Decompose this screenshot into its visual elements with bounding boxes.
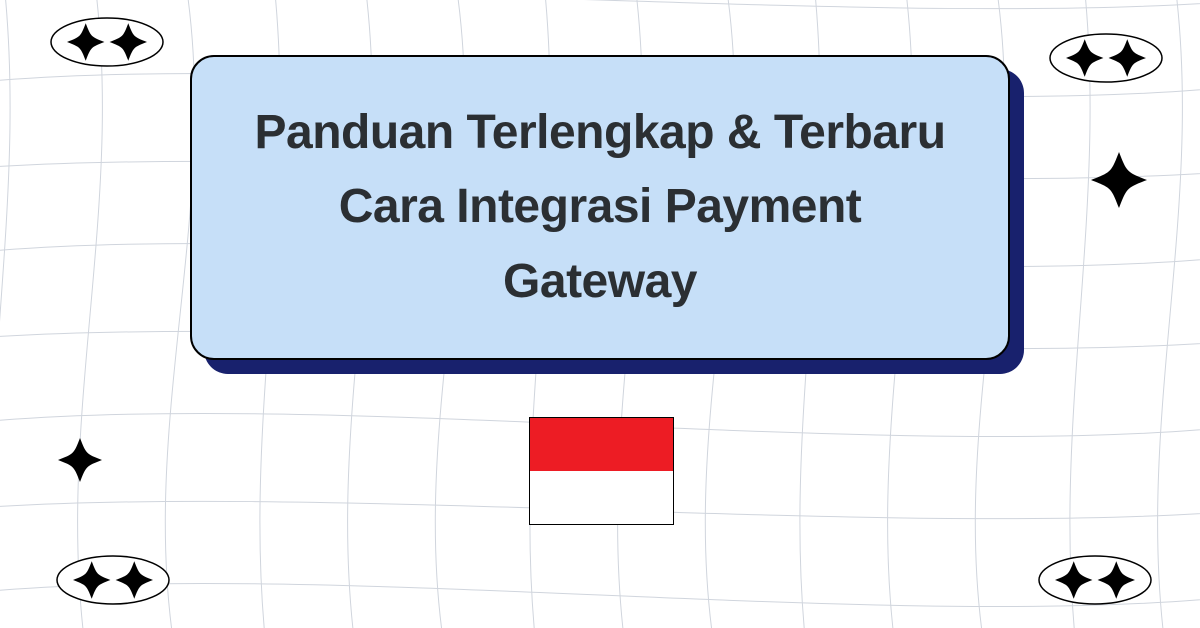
flag-stripe-bottom [530,471,673,524]
sparkle-icon-left [56,436,104,484]
sparkle-icon-right [1089,150,1149,210]
flag-stripe-top [530,418,673,471]
title-card: Panduan Terlengkap & Terbaru Cara Integr… [190,55,1010,360]
corner-decor-top-right [1046,30,1166,86]
corner-decor-top-left [47,14,167,70]
title-text: Panduan Terlengkap & Terbaru Cara Integr… [252,96,948,319]
indonesia-flag [529,417,674,525]
corner-decor-bottom-left [53,552,173,608]
corner-decor-bottom-right [1035,552,1155,608]
